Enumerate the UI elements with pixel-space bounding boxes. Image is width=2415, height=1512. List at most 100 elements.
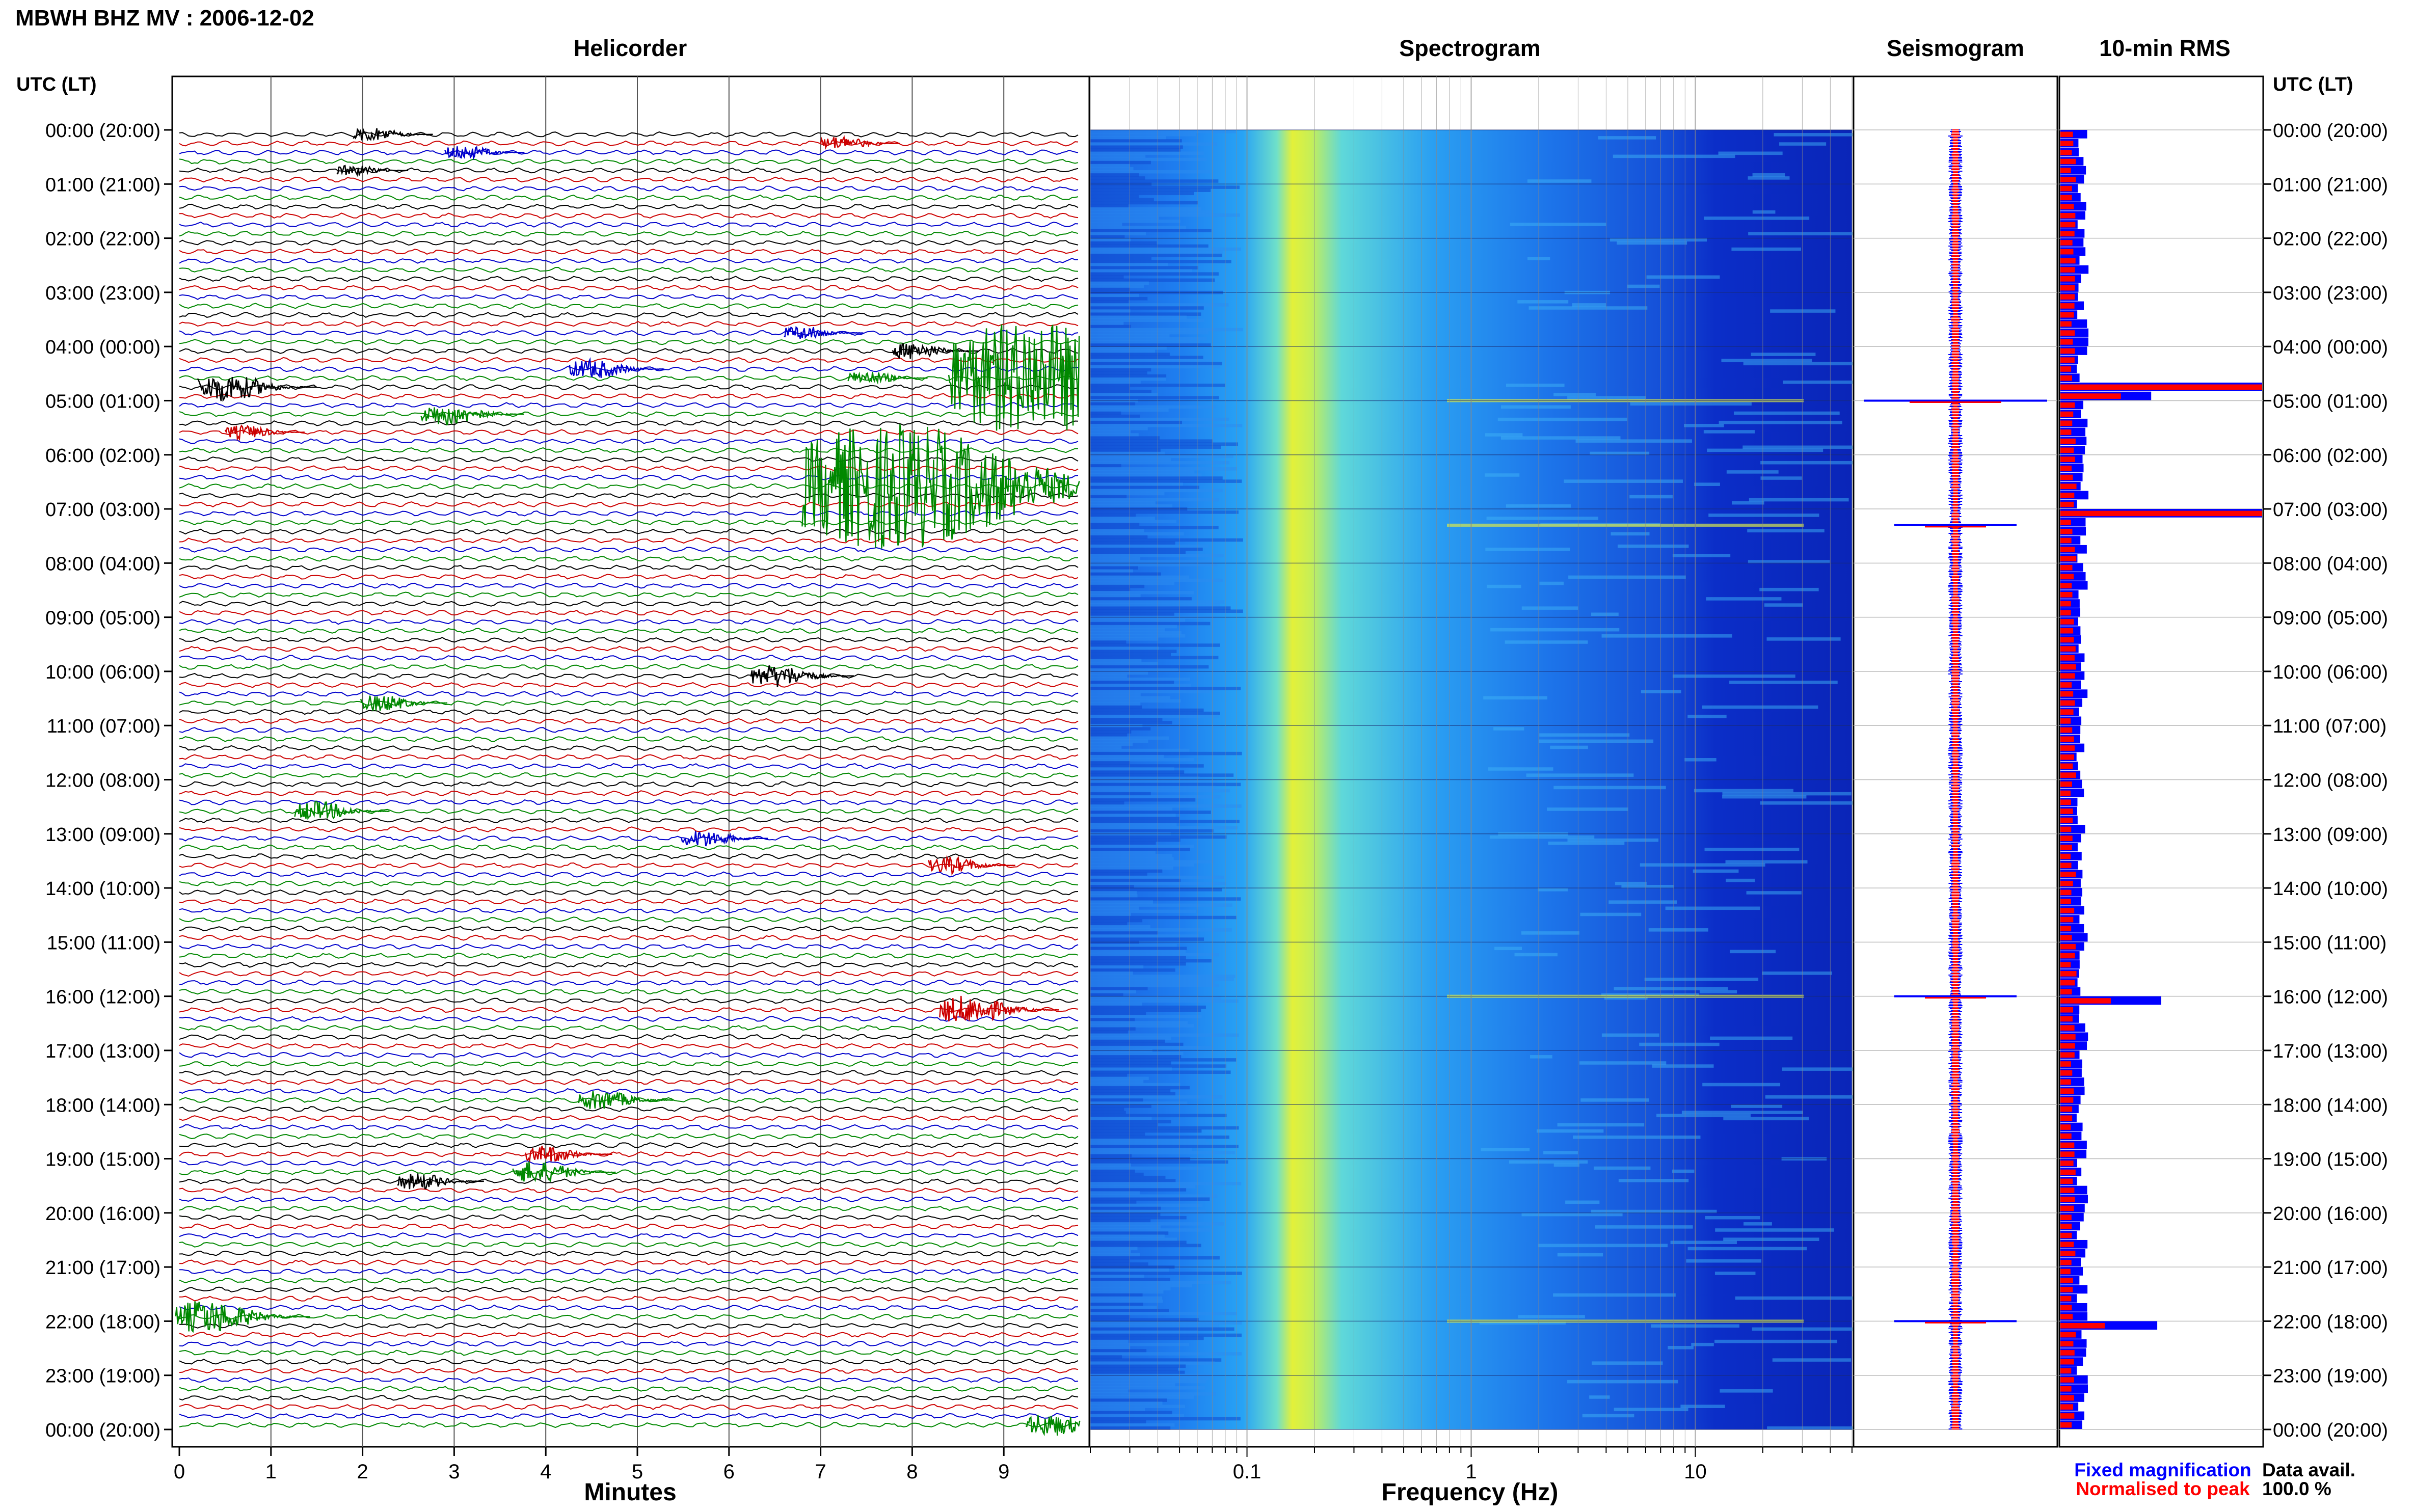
spectrogram-texture [1090, 148, 1180, 152]
helicorder-trace [179, 474, 1079, 481]
helicorder-trace [179, 375, 1079, 382]
spectrogram-texture [1749, 498, 1849, 502]
helicorder-trace [179, 276, 1079, 282]
rms-normalised-bar [2060, 1160, 2074, 1166]
spectrogram-texture [1090, 1231, 1169, 1235]
helicorder-trace [179, 547, 1079, 553]
helicorder-trace [179, 483, 1079, 490]
spectrogram-texture [1090, 1076, 1149, 1081]
spectrogram-texture [1090, 1108, 1124, 1111]
minute-tick-label: 0 [174, 1461, 185, 1483]
rms-normalised-bar [2060, 1241, 2074, 1248]
spectrogram-texture [1090, 325, 1131, 329]
spectrogram-texture [1090, 1222, 1224, 1226]
hour-label-left: 13:00 (09:00) [45, 824, 160, 846]
helicorder-trace [179, 844, 1079, 851]
rms-normalised-bar [2060, 1386, 2072, 1392]
spectrogram-texture [1090, 758, 1194, 762]
helicorder-trace [179, 131, 1079, 138]
spectrogram-texture [1538, 1244, 1668, 1248]
spectrogram-texture [1668, 1346, 1694, 1349]
spectrogram-texture [1090, 1339, 1129, 1343]
spectrogram-texture [1580, 1098, 1649, 1102]
spectrogram-texture [1090, 1290, 1164, 1294]
spectrogram-texture [1090, 1296, 1163, 1300]
helicorder-trace [179, 736, 1079, 742]
spectrogram-texture [1090, 881, 1226, 885]
helicorder-trace [179, 609, 1079, 616]
spectrogram-texture [1090, 272, 1219, 276]
rms-normalised-bar [2060, 781, 2072, 787]
spectrogram-texture [1090, 1111, 1126, 1114]
hour-label-right: 00:00 (20:00) [2273, 1420, 2388, 1441]
spectrogram-texture [1090, 1139, 1206, 1142]
spectrogram-texture [1573, 1135, 1701, 1139]
hour-label-right: 05:00 (01:00) [2273, 391, 2388, 412]
spectrogram-texture [1090, 1166, 1211, 1170]
spectrogram-texture [1090, 906, 1139, 910]
spectrogram-texture [1090, 368, 1151, 372]
spectrogram-texture [1090, 1361, 1215, 1365]
spectrogram-texture [1090, 754, 1164, 759]
spectrogram-texture [1090, 390, 1151, 393]
rms-normalised-bar [2060, 1268, 2071, 1275]
rms-normalised-bar [2060, 862, 2072, 869]
spectrogram-texture [1090, 711, 1220, 715]
helicorder-trace [179, 709, 1079, 715]
spectrogram-texture [1640, 863, 1765, 867]
spectrogram-texture [1090, 514, 1136, 517]
spectrogram-texture [1090, 1092, 1175, 1096]
spectrogram-texture [1090, 838, 1180, 842]
rms-normalised-bar [2060, 249, 2074, 255]
spectrogram-texture [1601, 1033, 1659, 1037]
spectrogram-texture [1090, 609, 1243, 613]
rms-normalised-bar [2060, 673, 2075, 679]
rms-normalised-bar [2060, 1332, 2076, 1338]
spectrogram-texture [1686, 1259, 1762, 1263]
spectrogram-texture [1090, 1061, 1171, 1065]
spectrogram-texture [1090, 646, 1159, 650]
spectrogram-texture [1752, 210, 1776, 214]
spectrogram-texture [1090, 721, 1172, 724]
hour-label-right: 02:00 (22:00) [2273, 229, 2388, 250]
helicorder-trace [179, 555, 1079, 562]
rms-normalised-bar [2060, 574, 2074, 580]
rms-normalised-bar [2060, 1259, 2072, 1265]
spectrogram-texture [1090, 287, 1130, 291]
spectrogram-texture [1090, 551, 1186, 554]
spectrogram-texture [1752, 173, 1785, 177]
spectrogram-texture [1090, 195, 1139, 199]
helicorder-trace [179, 158, 1079, 165]
rms-normalised-bar [2060, 556, 2077, 561]
spectrogram-texture [1090, 1120, 1171, 1124]
helicorder-trace [179, 808, 1079, 815]
spectrogram-texture [1090, 1070, 1231, 1074]
hour-label-right: 01:00 (21:00) [2273, 174, 2388, 196]
rms-normalised-bar [2060, 510, 2262, 517]
rms-normalised-bar [2060, 1061, 2071, 1067]
minute-tick-label: 9 [998, 1461, 1009, 1483]
helicorder-event [578, 1091, 674, 1109]
spectrogram-texture [1630, 402, 1752, 406]
helicorder-trace [179, 1061, 1079, 1067]
spectrogram-texture [1090, 275, 1124, 279]
spectrogram-texture [1090, 541, 1175, 545]
spectrogram-texture [1694, 482, 1720, 486]
spectrogram-texture [1090, 987, 1148, 991]
spectrogram-texture [1629, 495, 1673, 499]
spectrogram-texture [1090, 1253, 1140, 1257]
spectrogram-texture [1090, 891, 1137, 895]
spectrogram-texture [1090, 210, 1212, 214]
rms-normalised-bar [2060, 1322, 2105, 1329]
rms-normalised-bar [2060, 926, 2072, 932]
helicorder-trace [179, 1340, 1079, 1347]
spectrogram-texture [1090, 417, 1229, 421]
spectrogram-texture [1090, 860, 1214, 863]
helicorder-trace [179, 889, 1079, 896]
spectrogram-texture [1090, 1275, 1144, 1278]
spectrogram-texture [1090, 950, 1186, 954]
spectrogram-texture [1617, 241, 1687, 245]
spectrogram-texture [1090, 1018, 1135, 1021]
rms-normalised-bar [2060, 294, 2075, 300]
spectrogram-texture [1090, 554, 1224, 557]
